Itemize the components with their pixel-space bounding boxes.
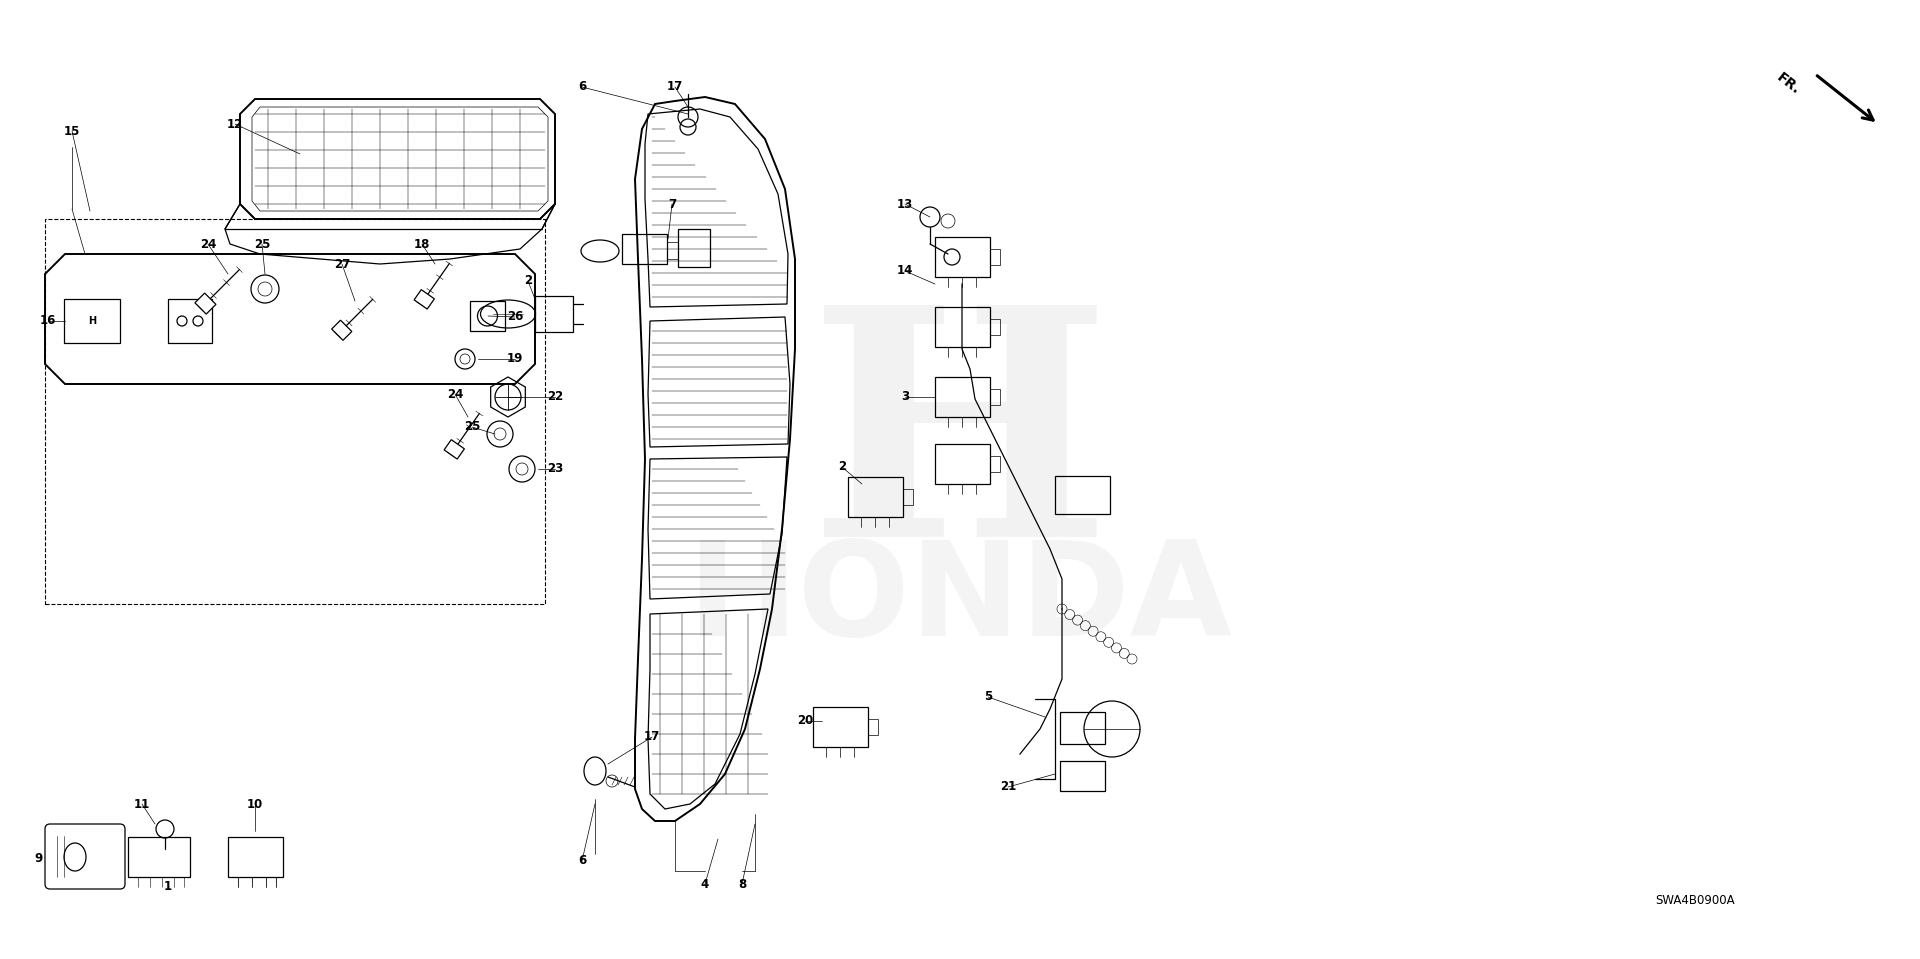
Bar xyxy=(902,489,912,505)
Text: H: H xyxy=(88,316,96,326)
Text: 17: 17 xyxy=(643,731,660,743)
Text: 12: 12 xyxy=(227,118,244,130)
Text: 13: 13 xyxy=(897,198,914,210)
Text: 27: 27 xyxy=(334,258,349,270)
Bar xyxy=(935,237,989,277)
Text: 2: 2 xyxy=(837,460,847,474)
Text: 18: 18 xyxy=(415,238,430,250)
Bar xyxy=(1060,761,1106,791)
Text: 3: 3 xyxy=(900,390,908,404)
Text: 11: 11 xyxy=(134,798,150,810)
Text: 20: 20 xyxy=(797,714,814,728)
Text: 5: 5 xyxy=(983,690,993,704)
Text: 24: 24 xyxy=(447,387,463,401)
Text: 21: 21 xyxy=(1000,781,1016,793)
Bar xyxy=(536,296,572,332)
Text: 9: 9 xyxy=(35,853,42,866)
Bar xyxy=(989,389,1000,405)
Text: SWA4B0900A: SWA4B0900A xyxy=(1655,895,1734,907)
Text: H: H xyxy=(808,295,1112,603)
Text: 4: 4 xyxy=(701,877,708,891)
Bar xyxy=(228,837,282,877)
Text: 19: 19 xyxy=(507,353,522,365)
Bar xyxy=(989,456,1000,472)
Bar xyxy=(812,707,868,747)
Text: 1: 1 xyxy=(163,880,173,894)
Bar xyxy=(868,719,877,735)
Text: 6: 6 xyxy=(578,854,586,868)
Text: HONDA: HONDA xyxy=(687,535,1233,663)
Bar xyxy=(935,307,989,347)
Polygon shape xyxy=(415,290,434,309)
Text: 26: 26 xyxy=(507,311,522,323)
Text: 15: 15 xyxy=(63,125,81,137)
Text: 25: 25 xyxy=(253,238,271,250)
Bar xyxy=(989,249,1000,265)
Text: 14: 14 xyxy=(897,265,914,277)
Text: 8: 8 xyxy=(737,877,747,891)
Text: FR.: FR. xyxy=(1774,71,1803,98)
Bar xyxy=(1060,712,1106,744)
Text: 2: 2 xyxy=(524,274,532,288)
Bar xyxy=(935,377,989,417)
Text: 25: 25 xyxy=(465,420,480,433)
Bar xyxy=(129,837,190,877)
Text: 23: 23 xyxy=(547,462,563,476)
Text: 7: 7 xyxy=(668,198,676,210)
Polygon shape xyxy=(332,320,351,340)
Bar xyxy=(847,477,902,517)
Polygon shape xyxy=(196,293,215,315)
Text: 6: 6 xyxy=(578,81,586,93)
Bar xyxy=(678,229,710,267)
Bar xyxy=(989,319,1000,335)
Text: 17: 17 xyxy=(666,81,684,93)
Bar xyxy=(44,219,545,604)
Text: 10: 10 xyxy=(248,798,263,810)
Text: 24: 24 xyxy=(200,238,217,250)
Text: 22: 22 xyxy=(547,390,563,404)
Bar xyxy=(935,444,989,484)
Bar xyxy=(622,234,666,264)
Polygon shape xyxy=(444,439,465,459)
Bar xyxy=(1054,476,1110,514)
Text: 16: 16 xyxy=(40,315,56,328)
